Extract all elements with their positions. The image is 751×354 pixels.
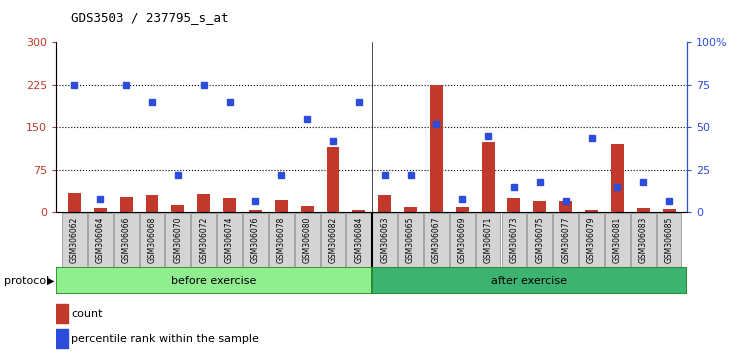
FancyBboxPatch shape [372, 213, 397, 267]
Text: GSM306067: GSM306067 [432, 217, 441, 263]
Text: GSM306074: GSM306074 [225, 217, 234, 263]
FancyBboxPatch shape [321, 213, 345, 267]
FancyBboxPatch shape [346, 213, 371, 267]
Bar [662, 209, 676, 212]
FancyBboxPatch shape [192, 213, 216, 267]
Bar [559, 201, 572, 212]
FancyBboxPatch shape [398, 213, 423, 267]
Text: GSM306080: GSM306080 [303, 217, 312, 263]
Bar [198, 194, 210, 212]
Text: GSM306062: GSM306062 [70, 217, 79, 263]
Text: protocol: protocol [4, 275, 49, 286]
Bar [223, 198, 236, 212]
FancyBboxPatch shape [424, 213, 449, 267]
Text: count: count [71, 309, 103, 319]
FancyBboxPatch shape [631, 213, 656, 267]
FancyBboxPatch shape [605, 213, 630, 267]
Text: GSM306068: GSM306068 [147, 217, 156, 263]
FancyBboxPatch shape [656, 213, 681, 267]
Bar [275, 200, 288, 212]
Text: GSM306082: GSM306082 [328, 217, 337, 263]
Bar [56, 304, 68, 323]
Text: GSM306078: GSM306078 [277, 217, 286, 263]
FancyBboxPatch shape [113, 213, 138, 267]
FancyBboxPatch shape [165, 213, 190, 267]
Text: GSM306065: GSM306065 [406, 217, 415, 263]
FancyBboxPatch shape [269, 213, 294, 267]
Text: GSM306072: GSM306072 [199, 217, 208, 263]
Bar [585, 210, 598, 212]
FancyBboxPatch shape [475, 213, 500, 267]
Bar [56, 267, 372, 294]
Text: GSM306083: GSM306083 [638, 217, 647, 263]
Text: before exercise: before exercise [171, 275, 257, 286]
Bar [352, 210, 365, 212]
Bar [171, 205, 184, 212]
Text: GSM306081: GSM306081 [613, 217, 622, 263]
Text: GSM306070: GSM306070 [173, 217, 182, 263]
Bar [430, 85, 443, 212]
Bar [119, 196, 133, 212]
Text: GSM306075: GSM306075 [535, 217, 544, 263]
Text: GSM306077: GSM306077 [561, 217, 570, 263]
FancyBboxPatch shape [140, 213, 164, 267]
FancyBboxPatch shape [553, 213, 578, 267]
Bar [533, 201, 546, 212]
FancyBboxPatch shape [217, 213, 242, 267]
Text: GSM306073: GSM306073 [509, 217, 518, 263]
Text: GSM306079: GSM306079 [587, 217, 596, 263]
FancyBboxPatch shape [243, 213, 268, 267]
FancyBboxPatch shape [62, 213, 87, 267]
Bar [404, 207, 417, 212]
Text: GSM306071: GSM306071 [484, 217, 493, 263]
Bar [508, 198, 520, 212]
Bar [611, 144, 624, 212]
Text: GSM306063: GSM306063 [380, 217, 389, 263]
Bar [300, 206, 314, 212]
Text: GSM306066: GSM306066 [122, 217, 131, 263]
Text: GSM306085: GSM306085 [665, 217, 674, 263]
FancyBboxPatch shape [294, 213, 319, 267]
FancyBboxPatch shape [579, 213, 604, 267]
Bar [637, 209, 650, 212]
Text: ▶: ▶ [47, 275, 55, 286]
FancyBboxPatch shape [527, 213, 552, 267]
Bar [146, 195, 158, 212]
Text: percentile rank within the sample: percentile rank within the sample [71, 333, 259, 344]
Bar [481, 142, 495, 212]
Bar [94, 208, 107, 212]
Bar [372, 267, 687, 294]
FancyBboxPatch shape [502, 213, 526, 267]
Text: GDS3503 / 237795_s_at: GDS3503 / 237795_s_at [71, 11, 229, 24]
Bar [68, 193, 81, 212]
Text: GSM306069: GSM306069 [457, 217, 466, 263]
Text: GSM306064: GSM306064 [96, 217, 105, 263]
Bar [249, 210, 262, 212]
Bar [327, 147, 339, 212]
Text: GSM306084: GSM306084 [354, 217, 363, 263]
Text: after exercise: after exercise [491, 275, 568, 286]
Text: GSM306076: GSM306076 [251, 217, 260, 263]
FancyBboxPatch shape [450, 213, 475, 267]
Bar [56, 329, 68, 348]
FancyBboxPatch shape [88, 213, 113, 267]
Bar [379, 195, 391, 212]
Bar [456, 207, 469, 212]
